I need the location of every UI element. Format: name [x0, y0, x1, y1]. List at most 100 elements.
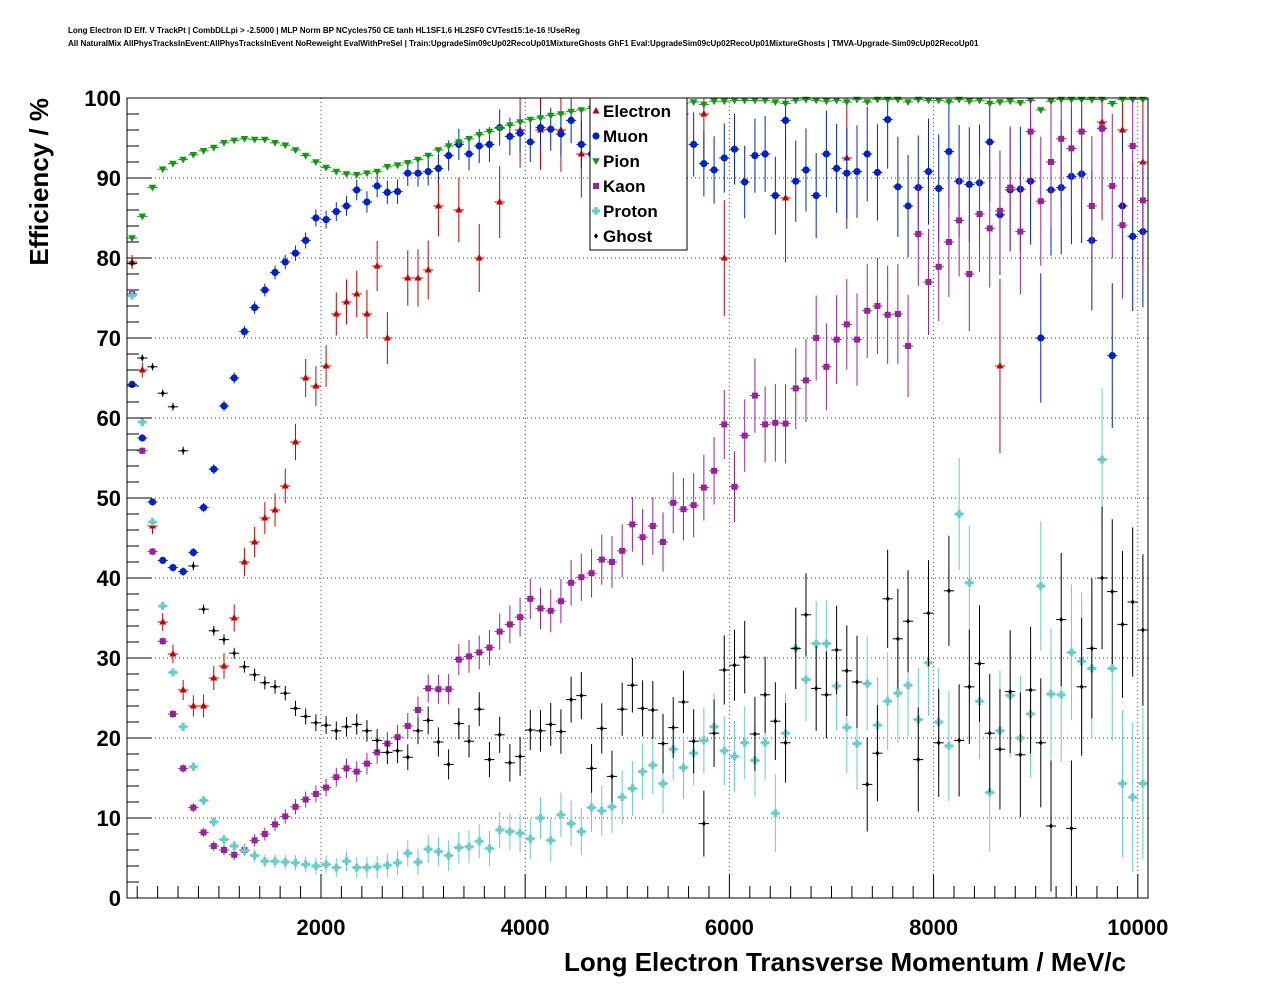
ghost-point — [793, 645, 798, 652]
ghost-point — [1089, 645, 1094, 652]
y-tick-label: 30 — [97, 646, 121, 671]
kaon-point — [966, 271, 973, 277]
kaon-point — [823, 363, 830, 370]
legend-marker-proton — [592, 207, 601, 215]
electron-point — [312, 382, 320, 389]
ghost-point — [589, 765, 594, 772]
muon-point — [965, 180, 973, 188]
ghost-point — [181, 448, 186, 454]
kaon-point — [547, 607, 554, 614]
pion-point — [240, 136, 249, 143]
ghost-point — [528, 727, 533, 733]
kaon-point — [772, 419, 779, 426]
pion-point — [128, 235, 136, 242]
x-tick-label: 8000 — [909, 915, 958, 940]
kaon-point — [486, 644, 493, 651]
pion-point — [485, 128, 494, 136]
kaon-point — [302, 796, 309, 803]
electron-point — [700, 110, 708, 117]
muon-point — [690, 140, 698, 148]
kaon-point — [833, 336, 840, 343]
electron-point — [189, 702, 197, 709]
ghost-point — [1130, 599, 1135, 605]
pion-point — [220, 140, 228, 147]
ghost-point — [313, 720, 318, 726]
electron-point — [302, 374, 310, 381]
proton-point — [1098, 455, 1107, 464]
muon-point — [516, 129, 524, 137]
proton-point — [965, 578, 974, 587]
proton-point — [842, 723, 851, 732]
muon-point — [230, 374, 238, 382]
kaon-point — [608, 559, 615, 565]
ghost-point — [221, 636, 226, 643]
electron-point — [240, 558, 248, 565]
proton-point — [659, 779, 668, 788]
ghost-point — [640, 705, 645, 712]
kaon-point — [588, 570, 595, 577]
muon-point — [924, 168, 933, 176]
ghost-point — [885, 596, 890, 602]
pion-point — [414, 156, 422, 164]
muon-point — [179, 568, 187, 576]
pion-point — [832, 97, 841, 105]
kaon-point — [180, 765, 187, 772]
muon-point — [894, 183, 902, 191]
kaon-point — [1068, 145, 1075, 152]
kaon-point — [414, 707, 421, 713]
pion-point — [352, 172, 361, 179]
muon-point — [485, 140, 494, 148]
ghost-point — [834, 647, 839, 653]
pion-point — [475, 132, 484, 139]
kaon-point — [568, 579, 575, 586]
kaon-point — [945, 239, 952, 245]
muon-point — [812, 192, 820, 200]
x-tick-label: 6000 — [705, 915, 754, 940]
kaon-point — [639, 534, 646, 541]
pion-point — [730, 97, 739, 105]
pion-point — [424, 152, 432, 160]
proton-point — [607, 802, 616, 811]
kaon-point — [1088, 203, 1095, 209]
grid-lines — [127, 98, 1148, 898]
proton-point — [883, 697, 892, 706]
muon-point — [873, 168, 882, 176]
pion-point — [843, 99, 851, 106]
muon-point — [322, 216, 330, 224]
proton-point — [546, 836, 555, 845]
kaon-point — [956, 217, 963, 224]
ghost-point — [926, 610, 931, 616]
kaon-point — [537, 605, 544, 612]
muon-point — [853, 168, 861, 176]
kaon-point — [762, 421, 769, 428]
proton-point — [1067, 648, 1076, 657]
proton-point — [383, 861, 392, 870]
muon-point — [557, 130, 565, 138]
muon-point — [1129, 232, 1137, 240]
kaon-point — [660, 539, 667, 545]
axes: 0 10 20 30 40 50 60 70 80 90 100 2000 4000 6000 8000 10… — [84, 86, 1168, 940]
muon-point — [1108, 352, 1116, 360]
kaon-point — [1129, 143, 1136, 149]
ghost-point — [273, 684, 278, 690]
series-ghost — [127, 260, 1148, 897]
kaon-point — [272, 821, 279, 828]
kaon-point — [1027, 128, 1034, 135]
pion-point — [495, 125, 504, 133]
legend-label-muon: Muon — [603, 127, 648, 146]
electron-point — [210, 674, 218, 681]
legend-label-electron: Electron — [603, 102, 671, 121]
electron-point — [138, 366, 146, 373]
electron-point — [332, 310, 340, 317]
ghost-point — [997, 746, 1002, 752]
proton-point — [240, 846, 249, 855]
pion-point — [465, 136, 473, 143]
muon-point — [506, 132, 514, 140]
ghost-point — [487, 756, 492, 763]
muon-point — [128, 380, 136, 388]
ghost-point — [385, 749, 390, 756]
muon-point — [904, 202, 912, 210]
ghost-point — [283, 690, 288, 696]
pion-point — [1016, 100, 1025, 107]
